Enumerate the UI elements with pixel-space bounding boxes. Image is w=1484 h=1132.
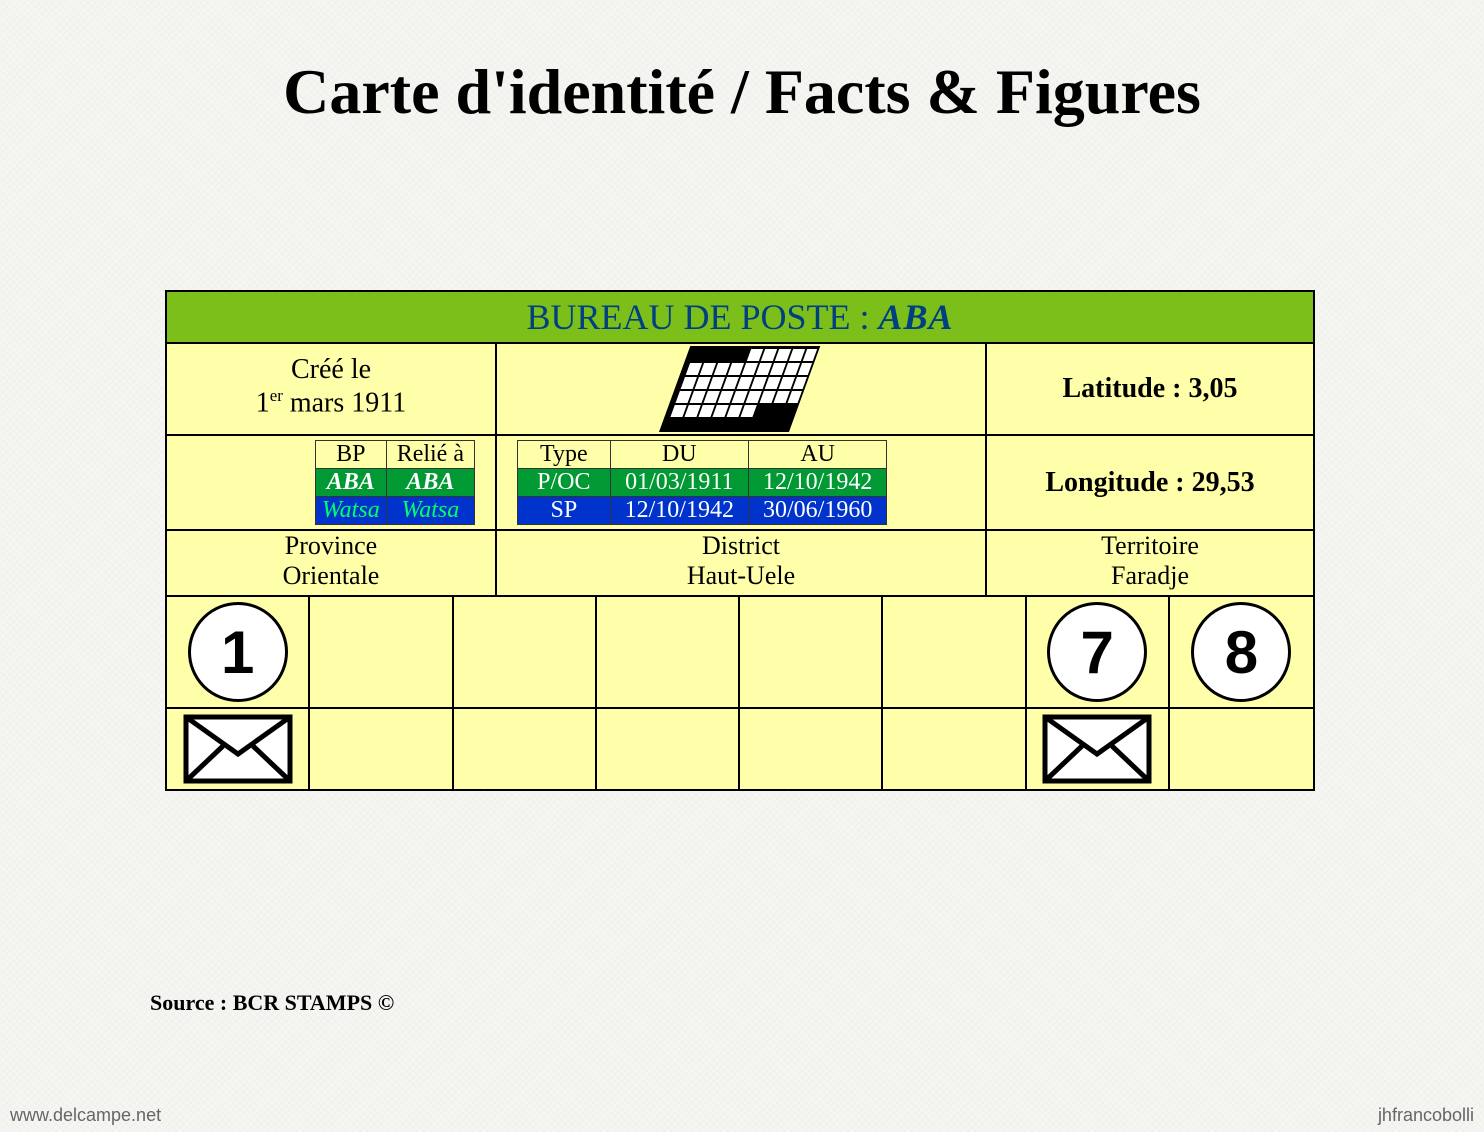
envelope-icon [1042, 714, 1152, 784]
created-label: Créé le [173, 354, 489, 386]
number-cell: 7 [1027, 597, 1170, 707]
territoire-cell: Territoire Faradje [987, 531, 1313, 595]
table-cell: Watsa [386, 497, 474, 525]
table-header: Type [518, 441, 611, 469]
table-cell: 30/06/1960 [748, 497, 886, 525]
envelope-cell [1170, 709, 1313, 789]
table-row: SP12/10/194230/06/1960 [518, 497, 887, 525]
number-cell [597, 597, 740, 707]
envelope-cell [740, 709, 883, 789]
table-cell: SP [518, 497, 611, 525]
province-label: Province [167, 531, 495, 561]
latitude-cell: Latitude : 3,05 [987, 344, 1313, 434]
table-cell: ABA [315, 469, 386, 497]
table-header: BP [315, 441, 386, 469]
number-badge: 7 [1047, 602, 1147, 702]
table-cell: 01/03/1911 [610, 469, 748, 497]
source-credit: Source : BCR STAMPS © [150, 990, 394, 1016]
header-prefix: BUREAU DE POSTE : [526, 297, 878, 337]
table-cell: 12/10/1942 [610, 497, 748, 525]
table-row: ABAABA [315, 469, 474, 497]
number-cell [740, 597, 883, 707]
envelope-icon [183, 714, 293, 784]
number-cell [310, 597, 453, 707]
table-cell: 12/10/1942 [748, 469, 886, 497]
table-cell: ABA [386, 469, 474, 497]
created-date: 1er mars 1911 [173, 386, 489, 419]
header-office-name: ABA [878, 297, 953, 337]
identity-card: BUREAU DE POSTE : ABA Créé le 1er mars 1… [165, 290, 1315, 791]
longitude-cell: Longitude : 29,53 [987, 436, 1313, 529]
footer-left: www.delcampe.net [10, 1105, 161, 1126]
district-cell: District Haut-Uele [497, 531, 987, 595]
table-header: AU [748, 441, 886, 469]
number-badge: 1 [188, 602, 288, 702]
number-cell: 8 [1170, 597, 1313, 707]
row-tables-lon: BPRelié àABAABAWatsaWatsa TypeDUAUP/OC01… [167, 436, 1313, 531]
created-cell: Créé le 1er mars 1911 [167, 344, 497, 434]
envelope-cell [454, 709, 597, 789]
row-geo: Province Orientale District Haut-Uele Te… [167, 531, 1313, 597]
number-cell: 1 [167, 597, 310, 707]
envelope-cell [167, 709, 310, 789]
table-cell: Watsa [315, 497, 386, 525]
bp-table: BPRelié àABAABAWatsaWatsa [315, 440, 475, 525]
table-row: P/OC01/03/191112/10/1942 [518, 469, 887, 497]
number-badge: 8 [1191, 602, 1291, 702]
envelope-cell [883, 709, 1026, 789]
territoire-value: Faradje [987, 561, 1313, 591]
district-value: Haut-Uele [497, 561, 985, 591]
district-label: District [497, 531, 985, 561]
calendar-cell [497, 344, 987, 434]
footer-right: jhfrancobolli [1378, 1105, 1474, 1126]
type-table-cell: TypeDUAUP/OC01/03/191112/10/1942SP12/10/… [497, 436, 987, 529]
table-header: DU [610, 441, 748, 469]
number-cell [454, 597, 597, 707]
province-value: Orientale [167, 561, 495, 591]
bp-table-cell: BPRelié àABAABAWatsaWatsa [167, 436, 497, 529]
territoire-label: Territoire [987, 531, 1313, 561]
envelope-cell [1027, 709, 1170, 789]
table-header: Relié à [386, 441, 474, 469]
page-title: Carte d'identité / Facts & Figures [0, 0, 1484, 129]
row-created-lat: Créé le 1er mars 1911 Latitude : 3,05 [167, 344, 1313, 436]
table-cell: P/OC [518, 469, 611, 497]
table-row: WatsaWatsa [315, 497, 474, 525]
envelope-cell [597, 709, 740, 789]
calendar-icon [656, 344, 826, 434]
numbers-row: 1 78 [167, 597, 1313, 709]
number-cell [883, 597, 1026, 707]
province-cell: Province Orientale [167, 531, 497, 595]
envelope-cell [310, 709, 453, 789]
envelope-row [167, 709, 1313, 791]
type-dates-table: TypeDUAUP/OC01/03/191112/10/1942SP12/10/… [517, 440, 887, 525]
card-header: BUREAU DE POSTE : ABA [167, 292, 1313, 344]
